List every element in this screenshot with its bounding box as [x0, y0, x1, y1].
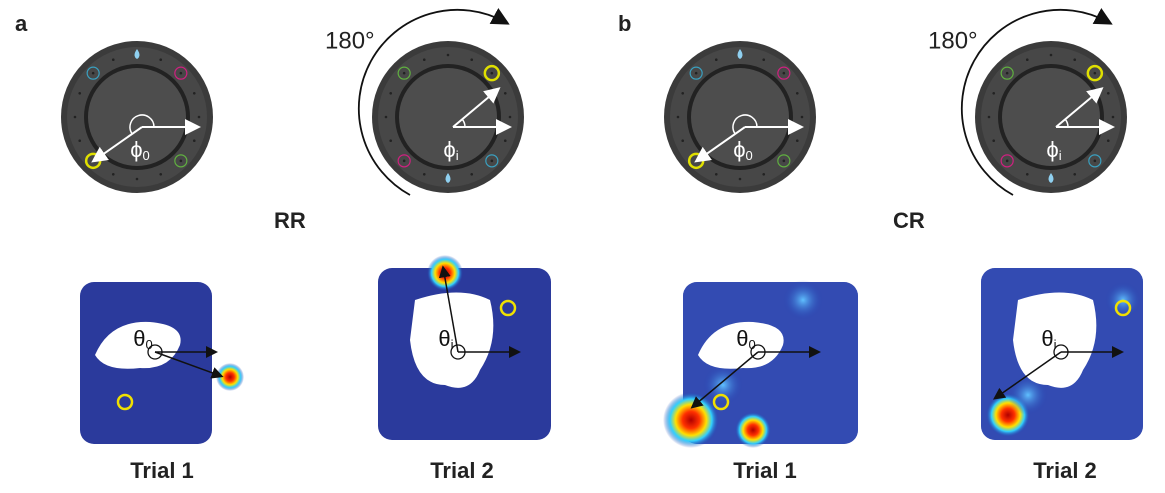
angle-subscript: i: [456, 148, 459, 163]
trial-label: Trial 1: [130, 458, 194, 483]
angle-subscript: i: [1059, 148, 1062, 163]
arena-hole: [796, 139, 799, 142]
arena-hole: [1094, 72, 1097, 75]
arena-hole: [389, 92, 392, 95]
arena-hole: [193, 92, 196, 95]
heat-spot: [735, 412, 771, 448]
angle-symbol: ϕ: [130, 137, 142, 162]
angle-symbol: θ: [438, 326, 450, 351]
arena-hole: [491, 72, 494, 75]
arena-hole: [78, 92, 81, 95]
arena-hole: [447, 54, 450, 57]
arena-hole: [992, 92, 995, 95]
arena-hole: [470, 58, 473, 61]
trial-label: Trial 2: [430, 458, 494, 483]
angle-symbol: ϕ: [1046, 137, 1058, 162]
trial-label: Trial 2: [1033, 458, 1097, 483]
arena-hole: [796, 92, 799, 95]
arena-hole: [389, 139, 392, 142]
arena-hole: [695, 72, 698, 75]
arena-hole: [681, 139, 684, 142]
arena-hole: [198, 116, 201, 119]
arena-hole: [1050, 54, 1053, 57]
arena-hole: [783, 72, 786, 75]
arena-hole: [159, 58, 162, 61]
arena-hole: [1073, 173, 1076, 176]
arena-hole: [159, 173, 162, 176]
angle-symbol: θ: [1041, 326, 1053, 351]
arena-hole: [1006, 160, 1009, 163]
arena-hole: [1107, 139, 1110, 142]
angle-symbol: ϕ: [733, 137, 745, 162]
heat-spot: [427, 255, 463, 291]
arena-hole: [385, 116, 388, 119]
arena-hole: [491, 160, 494, 163]
arena-hole: [470, 173, 473, 176]
arena-hole: [695, 160, 698, 163]
arena-hole: [677, 116, 680, 119]
arena-hole: [992, 139, 995, 142]
arena-hole: [504, 139, 507, 142]
arena-hole: [1094, 160, 1097, 163]
arena-hole: [715, 58, 718, 61]
arena-hole: [681, 92, 684, 95]
angle-subscript: i: [451, 337, 454, 352]
arena-hole: [1026, 58, 1029, 61]
heat-spot: [703, 365, 743, 405]
arena-hole: [504, 92, 507, 95]
trial-label: Trial 1: [733, 458, 797, 483]
panel-letter: b: [618, 11, 631, 36]
arena-hole: [762, 173, 765, 176]
condition-label: CR: [893, 208, 925, 233]
arena-hole: [762, 58, 765, 61]
arena-hole: [180, 160, 183, 163]
arena-hole: [136, 178, 139, 181]
angle-symbol: ϕ: [443, 137, 455, 162]
angle-subscript: 0: [746, 148, 753, 163]
arena-hole: [112, 173, 115, 176]
arena-hole: [1006, 72, 1009, 75]
arena-hole: [74, 116, 77, 119]
angle-subscript: 0: [749, 337, 756, 352]
arena-hole: [78, 139, 81, 142]
arena-hole: [180, 72, 183, 75]
arena-hole: [193, 139, 196, 142]
heat-spot: [783, 280, 823, 320]
arena-hole: [112, 58, 115, 61]
angle-subscript: 0: [146, 337, 153, 352]
arena-hole: [403, 160, 406, 163]
arena-hole: [801, 116, 804, 119]
panel-letter: a: [15, 11, 28, 36]
arena-hole: [509, 116, 512, 119]
angle-symbol: θ: [133, 326, 145, 351]
figure: aϕ0ϕi180°RRθ0θiTrial 1Trial 2bϕ0ϕi180°CR…: [0, 0, 1165, 493]
arena-hole: [1073, 58, 1076, 61]
rotation-label: 180°: [325, 27, 375, 54]
arena-hole: [92, 72, 95, 75]
arena-hole: [423, 173, 426, 176]
rotation-label: 180°: [928, 27, 978, 54]
arena-hole: [403, 72, 406, 75]
arena-hole: [423, 58, 426, 61]
angle-subscript: i: [1054, 337, 1057, 352]
arena-hole: [92, 160, 95, 163]
arena-hole: [783, 160, 786, 163]
condition-label: RR: [274, 208, 306, 233]
angle-symbol: θ: [736, 326, 748, 351]
arena-hole: [1107, 92, 1110, 95]
arena-hole: [1112, 116, 1115, 119]
arena-hole: [715, 173, 718, 176]
arena-hole: [988, 116, 991, 119]
angle-subscript: 0: [143, 148, 150, 163]
arena-hole: [1026, 173, 1029, 176]
panel: aϕ0ϕi180°RRθ0θiTrial 1Trial 2: [15, 10, 551, 483]
arena-hole: [739, 178, 742, 181]
